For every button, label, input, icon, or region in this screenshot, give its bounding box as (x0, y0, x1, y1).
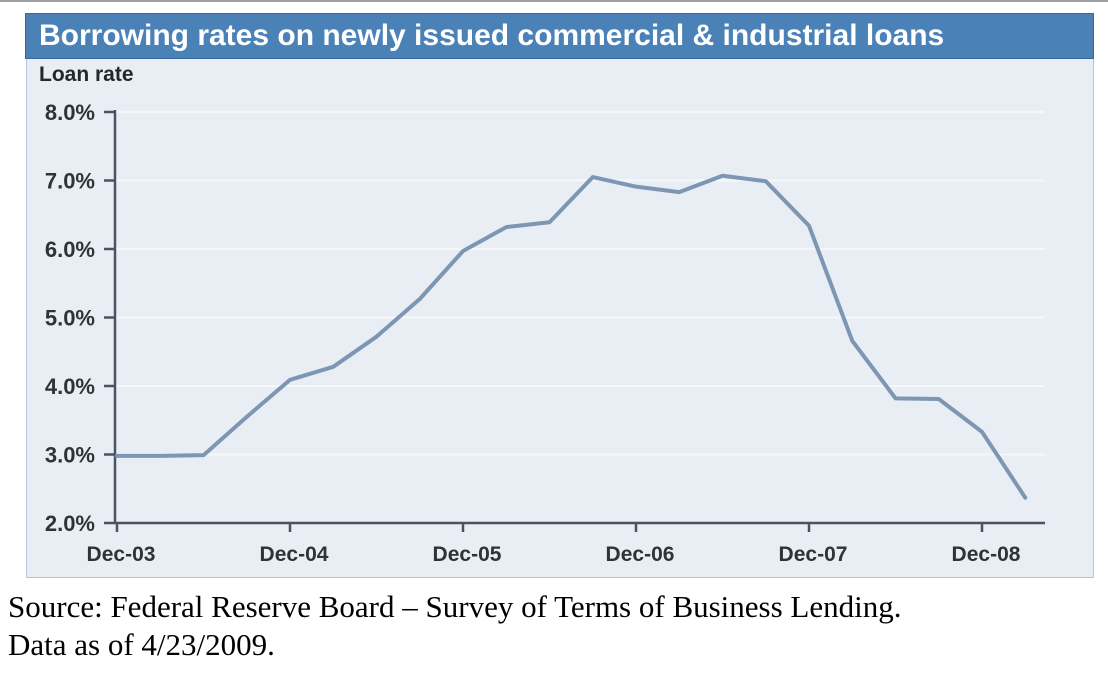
y-tick-label: 3.0% (45, 443, 95, 468)
loan-rate-line-chart: 8.0% 7.0% 6.0% 5.0% 4.0% 3.0% 2.0% Dec-03 Dec-04… (45, 100, 1045, 566)
y-tick-label: 4.0% (45, 374, 95, 399)
y-axis-ticks: 8.0% 7.0% 6.0% 5.0% 4.0% 3.0% 2.0% (45, 100, 115, 536)
chart-title: Borrowing rates on newly issued commerci… (39, 19, 945, 52)
source-note: Source: Federal Reserve Board – Survey o… (8, 588, 902, 664)
x-axis-ticks: Dec-03 Dec-04 Dec-05 Dec-06 Dec-07 Dec-08 (87, 523, 1021, 566)
gridlines (115, 111, 1045, 456)
x-tick-label: Dec-03 (87, 543, 156, 566)
loan-rate-series-line (115, 173, 1028, 500)
x-tick-label: Dec-08 (952, 543, 1021, 566)
chart-title-bar: Borrowing rates on newly issued commerci… (25, 13, 1094, 59)
x-tick-label: Dec-07 (779, 543, 848, 566)
source-line-1: Source: Federal Reserve Board – Survey o… (8, 589, 902, 624)
top-border-line (0, 0, 1108, 2)
y-tick-label: 8.0% (45, 100, 95, 125)
y-tick-label: 5.0% (45, 306, 95, 331)
y-tick-label: 7.0% (45, 169, 95, 194)
y-tick-label: 6.0% (45, 237, 95, 262)
chart-panel: Loan rate 8.0% 7.0% 6.0% 5.0% 4.0% 3.0% 2.0% De… (26, 59, 1094, 578)
x-tick-label: Dec-04 (260, 543, 329, 566)
x-tick-label: Dec-06 (606, 543, 675, 566)
source-line-2: Data as of 4/23/2009. (8, 627, 275, 662)
y-axis-unit-label: Loan rate (39, 63, 134, 86)
x-tick-label: Dec-05 (433, 543, 502, 566)
y-tick-label: 2.0% (45, 511, 95, 536)
